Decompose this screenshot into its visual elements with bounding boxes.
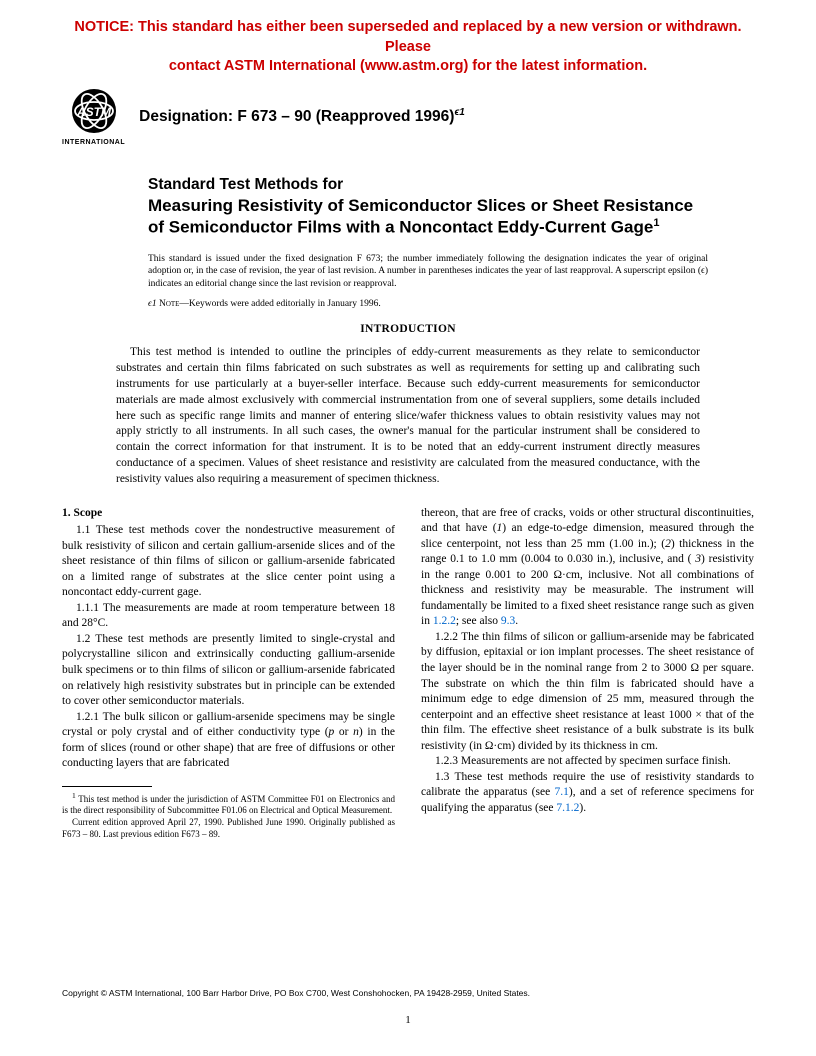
designation-text: Designation: F 673 – 90 (Reapproved 1996… bbox=[139, 108, 454, 125]
notice-line2: contact ASTM International (www.astm.org… bbox=[169, 58, 647, 74]
ref-7-1[interactable]: 7.1 bbox=[555, 786, 569, 798]
notice-line1: NOTICE: This standard has either been su… bbox=[74, 19, 741, 55]
epsilon-note: ϵ1 Note—Keywords were added editorially … bbox=[148, 299, 708, 309]
eps-note-text: —Keywords were added editorially in Janu… bbox=[179, 299, 380, 309]
ref-7-1-2[interactable]: 7.1.2 bbox=[556, 802, 579, 814]
document-page: NOTICE: This standard has either been su… bbox=[0, 0, 816, 1056]
footnote-separator bbox=[62, 786, 152, 787]
intro-paragraph: This test method is intended to outline … bbox=[116, 345, 700, 488]
notice-banner: NOTICE: This standard has either been su… bbox=[62, 18, 754, 77]
astm-logo: ASTM INTERNATIONAL bbox=[62, 87, 125, 147]
eps-note-label: Note bbox=[159, 299, 179, 309]
title-footref: 1 bbox=[653, 217, 659, 229]
para-1-2-1-cont: thereon, that are free of cracks, voids … bbox=[421, 506, 754, 630]
p121-b: or bbox=[334, 726, 353, 738]
c2f: . bbox=[515, 615, 518, 627]
title-lead: Standard Test Methods for bbox=[148, 175, 708, 195]
column-right: thereon, that are free of cracks, voids … bbox=[421, 506, 754, 841]
column-left: 1. Scope 1.1 These test methods cover th… bbox=[62, 506, 395, 841]
footnote-1a: 1 This test method is under the jurisdic… bbox=[62, 791, 395, 817]
para-1-2: 1.2 These test methods are presently lim… bbox=[62, 632, 395, 710]
logo-label: INTERNATIONAL bbox=[62, 139, 125, 146]
svg-text:ASTM: ASTM bbox=[76, 105, 112, 119]
footnote-1b: Current edition approved April 27, 1990.… bbox=[62, 817, 395, 840]
designation-epsilon: ϵ1 bbox=[454, 107, 464, 118]
para-1-2-1: 1.2.1 The bulk silicon or gallium-arseni… bbox=[62, 710, 395, 772]
ref-1-2-2[interactable]: 1.2.2 bbox=[433, 615, 456, 627]
astm-logo-icon: ASTM bbox=[66, 87, 122, 139]
footnote-1a-text: This test method is under the jurisdicti… bbox=[62, 794, 395, 816]
para-1-1: 1.1 These test methods cover the nondest… bbox=[62, 523, 395, 601]
title-block: Standard Test Methods for Measuring Resi… bbox=[148, 175, 708, 239]
copyright-line: Copyright © ASTM International, 100 Barr… bbox=[62, 988, 754, 998]
intro-heading: INTRODUCTION bbox=[62, 323, 754, 335]
para-1-1-1: 1.1.1 The measurements are made at room … bbox=[62, 601, 395, 632]
para-1-2-2: 1.2.2 The thin films of silicon or galli… bbox=[421, 630, 754, 754]
header-row: ASTM INTERNATIONAL Designation: F 673 – … bbox=[62, 87, 754, 147]
title-main: Measuring Resistivity of Semiconductor S… bbox=[148, 195, 708, 239]
p13c: ). bbox=[579, 802, 586, 814]
title-main-text: Measuring Resistivity of Semiconductor S… bbox=[148, 196, 693, 237]
para-1-2-3: 1.2.3 Measurements are not affected by s… bbox=[421, 754, 754, 770]
c2e: ; see also bbox=[456, 615, 501, 627]
scope-heading: 1. Scope bbox=[62, 506, 395, 522]
page-number: 1 bbox=[0, 1014, 816, 1026]
issued-note: This standard is issued under the fixed … bbox=[148, 253, 708, 291]
eps-prefix: ϵ1 bbox=[148, 299, 157, 309]
para-1-3: 1.3 These test methods require the use o… bbox=[421, 770, 754, 817]
designation: Designation: F 673 – 90 (Reapproved 1996… bbox=[139, 107, 465, 126]
ref-9-3[interactable]: 9.3 bbox=[501, 615, 515, 627]
body-columns: 1. Scope 1.1 These test methods cover th… bbox=[62, 506, 754, 841]
